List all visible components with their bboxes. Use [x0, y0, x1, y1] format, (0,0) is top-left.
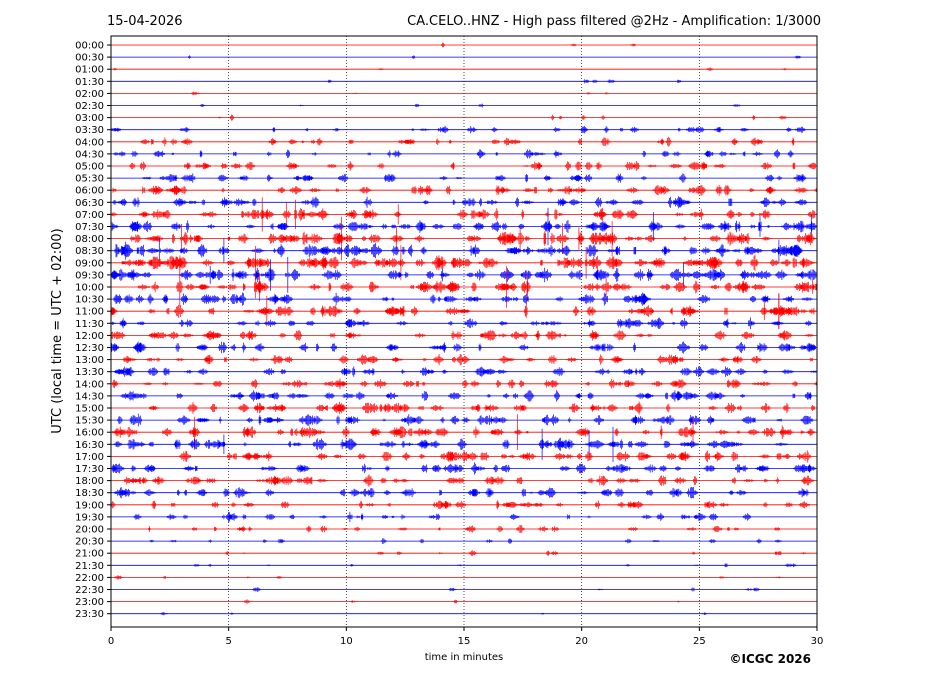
- y-tick-label: 02:00: [75, 89, 104, 100]
- x-tick-label: 10: [340, 636, 353, 647]
- y-tick-label: 22:30: [75, 585, 104, 596]
- y-tick-label: 19:30: [75, 512, 104, 523]
- y-tick-label: 13:00: [75, 355, 104, 366]
- y-tick-label: 18:00: [75, 476, 104, 487]
- y-tick-label: 05:00: [75, 162, 104, 173]
- y-tick-label: 03:00: [75, 113, 104, 124]
- y-tick-label: 06:00: [75, 186, 104, 197]
- y-tick-label: 08:00: [75, 234, 104, 245]
- y-tick-label: 21:00: [75, 549, 104, 560]
- x-tick-label: 0: [108, 636, 114, 647]
- y-tick-label: 23:00: [75, 597, 104, 608]
- y-tick-label: 11:30: [75, 319, 104, 330]
- y-tick-label: 20:00: [75, 525, 104, 536]
- y-tick-label: 04:00: [75, 137, 104, 148]
- y-tick-label: 16:30: [75, 440, 104, 451]
- y-tick-label: 15:00: [75, 404, 104, 415]
- trace-signal: [113, 366, 818, 377]
- y-tick-label: 22:00: [75, 573, 104, 584]
- copyright-label: ©ICGC 2026: [729, 652, 811, 666]
- x-tick-group: 0 5 10 15 20 25 30: [108, 627, 824, 647]
- x-tick-label: 15: [458, 636, 471, 647]
- trace-signal: [110, 317, 812, 330]
- plot-frame: [110, 35, 818, 628]
- y-tick-label: 23:30: [75, 609, 104, 620]
- y-tick-label: 19:00: [75, 500, 104, 511]
- y-tick-label: 10:30: [75, 295, 104, 306]
- y-tick-label: 10:00: [75, 283, 104, 294]
- y-tick-label: 08:30: [75, 246, 104, 257]
- y-tick-label: 12:00: [75, 331, 104, 342]
- y-tick-label: 17:00: [75, 452, 104, 463]
- date-label: 15-04-2026: [107, 14, 183, 29]
- y-axis-label: UTC (local time = UTC + 02:00): [50, 228, 65, 433]
- trace-signal: [110, 257, 818, 293]
- trace-signal: [112, 196, 808, 209]
- y-tick-label: 11:00: [75, 307, 104, 318]
- y-tick-label: 01:00: [75, 65, 104, 76]
- y-tick-label: 15:30: [75, 416, 104, 427]
- y-tick-label: 09:30: [75, 270, 104, 281]
- trace-signal: [114, 575, 783, 580]
- x-tick-label: 25: [693, 636, 706, 647]
- x-tick-label: 20: [575, 636, 588, 647]
- y-tick-label: 17:30: [75, 464, 104, 475]
- chart-title: CA.CELO..HNZ - High pass filtered @2Hz -…: [407, 14, 821, 29]
- x-tick-label: 30: [811, 636, 824, 647]
- y-tick-label: 21:30: [75, 561, 104, 572]
- y-tick-label: 03:30: [75, 125, 104, 136]
- y-tick-group: 00:0000:3001:0001:3002:0002:3003:0003:30…: [75, 41, 111, 620]
- trace-group: [110, 42, 818, 616]
- y-tick-label: 16:00: [75, 428, 104, 439]
- y-tick-label: 07:00: [75, 210, 104, 221]
- y-tick-label: 13:30: [75, 367, 104, 378]
- x-axis-label: time in minutes: [425, 652, 504, 663]
- y-tick-label: 14:00: [75, 379, 104, 390]
- y-tick-label: 12:30: [75, 343, 104, 354]
- trace-signal: [111, 414, 816, 450]
- y-tick-label: 14:30: [75, 391, 104, 402]
- y-tick-label: 02:30: [75, 101, 104, 112]
- trace-signal: [117, 413, 814, 427]
- y-tick-label: 04:30: [75, 149, 104, 160]
- y-tick-label: 18:30: [75, 488, 104, 499]
- x-tick-label: 5: [225, 636, 231, 647]
- trace-signal: [111, 500, 810, 510]
- y-tick-label: 07:30: [75, 222, 104, 233]
- trace-signal: [179, 450, 811, 463]
- y-tick-label: 00:00: [75, 41, 104, 52]
- trace-signal: [113, 292, 813, 306]
- y-tick-label: 06:30: [75, 198, 104, 209]
- y-tick-label: 20:30: [75, 537, 104, 548]
- y-tick-label: 09:00: [75, 258, 104, 269]
- y-tick-label: 01:30: [75, 77, 104, 88]
- trace-signal: [124, 474, 814, 487]
- y-tick-label: 05:30: [75, 174, 104, 185]
- y-tick-label: 00:30: [75, 53, 104, 64]
